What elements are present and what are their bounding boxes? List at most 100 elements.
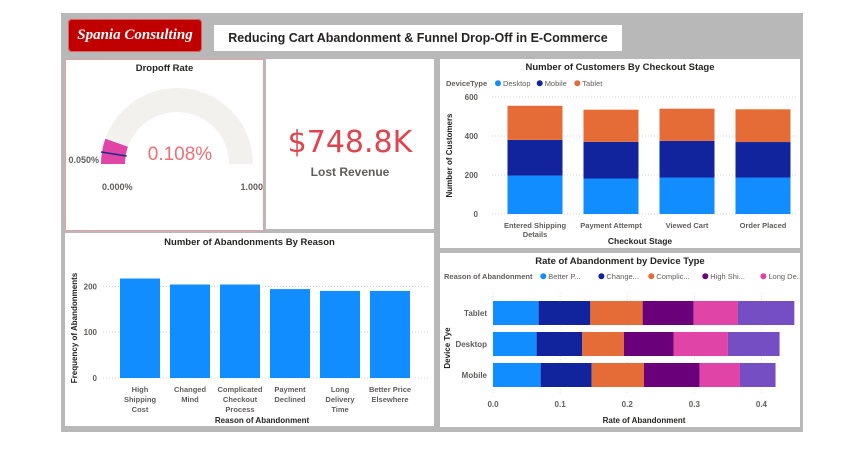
bar <box>220 284 260 378</box>
bar-segment <box>538 301 591 325</box>
x-tick-label: Delivery <box>325 395 355 404</box>
x-tick-label: Time <box>331 405 348 414</box>
x-tick-label: Entered Shipping <box>504 221 567 230</box>
x-tick-label: Viewed Cart <box>666 221 709 230</box>
y-tick-label: Mobile <box>462 371 488 380</box>
customers-by-stage-card[interactable]: Number of Customers By Checkout Stage De… <box>440 59 800 248</box>
bar-segment <box>693 301 738 325</box>
legend-item: High Shi... <box>710 272 745 281</box>
x-tick-label: 0.1 <box>555 400 567 409</box>
gauge-min-label: 0.000% <box>102 182 133 192</box>
legend-item: Complic... <box>656 272 689 281</box>
x-tick-label: Declined <box>274 395 306 404</box>
bar-segment <box>642 301 694 325</box>
bar-segment <box>737 301 795 325</box>
gauge-fill <box>101 138 128 164</box>
y-axis-title: Number of Customers <box>445 113 454 198</box>
legend-title: DeviceType <box>446 79 487 88</box>
brand-logo: Spania Consulting <box>68 19 202 52</box>
lost-revenue-card[interactable]: $748.8K Lost Revenue <box>266 59 434 229</box>
x-tick-label: Elsewhere <box>371 395 408 404</box>
device-chart-title: Rate of Abandonment by Device Type <box>535 256 705 267</box>
y-tick-label: 0 <box>474 210 479 219</box>
gauge-target-label: 0.050% <box>68 155 99 165</box>
y-tick-label: Tablet <box>464 309 487 318</box>
y-tick-label: 400 <box>465 132 479 141</box>
x-tick-label: Order Placed <box>740 221 787 230</box>
bar-segment <box>493 363 541 387</box>
x-tick-label: 0.2 <box>622 400 634 409</box>
abandonments-by-reason-card[interactable]: Number of Abandonments By Reason 0 100 200… <box>65 233 434 426</box>
y-tick-label: 100 <box>84 328 98 337</box>
x-axis-title: Rate of Abandonment <box>603 416 686 425</box>
gauge-title: Dropoff Rate <box>135 63 194 74</box>
legend-marker <box>598 273 605 280</box>
bar-segment <box>739 363 776 387</box>
reason-chart-title: Number of Abandonments By Reason <box>164 237 335 248</box>
bar <box>170 284 210 378</box>
x-tick-label: Checkout <box>223 395 258 404</box>
bar-segment <box>493 332 537 356</box>
x-tick-label: Process <box>225 405 254 414</box>
bar <box>370 290 410 378</box>
y-tick-label: 0 <box>93 374 98 383</box>
x-tick-label: Complicated <box>217 385 262 394</box>
bar-segment-mobile <box>735 142 791 178</box>
gauge-track <box>101 87 253 164</box>
x-tick-label: Better Price <box>369 385 411 394</box>
bar-segment <box>699 363 740 387</box>
lost-revenue-value: $748.8K <box>287 125 413 160</box>
legend-title: Reason of Abandonment <box>444 272 533 281</box>
dropoff-gauge: 0.108% 0.000% 1.000% 0.050% <box>68 87 263 192</box>
bar-segment <box>644 363 700 387</box>
gauge-value: 0.108% <box>148 144 213 165</box>
legend-item: Change... <box>606 272 639 281</box>
x-tick-label: Payment Attempt <box>580 221 642 230</box>
legend-marker <box>574 80 581 87</box>
bar-segment <box>536 332 583 356</box>
legend-marker <box>495 80 501 87</box>
bar-segment-mobile <box>659 140 715 178</box>
legend-marker <box>536 80 543 87</box>
customers-by-stage-chart: DeviceType Desktop Mobile Tablet 0 200 400 600 E… <box>445 79 796 246</box>
dropoff-rate-card[interactable]: Dropoff Rate 0.108% 0.000% 1.000% 0.050% <box>65 59 264 231</box>
legend-item: Mobile <box>545 79 567 88</box>
x-tick-label: 0.4 <box>756 400 768 409</box>
bar-segment-mobile <box>507 139 563 176</box>
bar-segment-desktop <box>507 175 563 214</box>
legend-marker <box>702 273 709 280</box>
y-axis-title: Device Tye <box>443 327 452 369</box>
legend-marker <box>648 273 655 280</box>
x-tick-label: Shipping <box>124 395 156 404</box>
bar-segment-desktop <box>735 177 791 214</box>
x-tick-label: 0.0 <box>487 400 499 409</box>
bar <box>320 290 360 378</box>
x-tick-label: Cost <box>132 405 149 414</box>
x-tick-label: Changed <box>174 385 207 394</box>
legend-item: Desktop <box>503 79 531 88</box>
y-axis-title: Frequency of Abandonments <box>70 272 79 383</box>
rate-by-device-card[interactable]: Rate of Abandonment by Device Type Reaso… <box>440 253 800 427</box>
x-tick-label: Long <box>331 385 350 394</box>
bar-segment <box>493 301 539 325</box>
y-tick-label: 600 <box>465 93 479 102</box>
legend-item: Long De... <box>768 272 800 281</box>
bar-segment <box>590 301 643 325</box>
x-axis-title: Reason of Abandonment <box>215 416 310 425</box>
rate-by-device-chart: Reason of Abandonment Better P... Change..… <box>443 272 800 425</box>
lost-revenue-label: Lost Revenue <box>310 165 390 179</box>
bar-segment <box>540 363 592 387</box>
x-tick-label: Details <box>523 230 548 239</box>
y-tick-label: Desktop <box>455 340 487 349</box>
bar-segment-tablet <box>583 109 639 142</box>
bar-segment-tablet <box>659 108 715 141</box>
bar-segment <box>727 332 780 356</box>
bar-segment-mobile <box>583 141 639 179</box>
y-tick-label: 200 <box>465 171 479 180</box>
bar-segment-desktop <box>583 178 639 214</box>
bar <box>120 278 160 378</box>
x-tick-label: Payment <box>274 385 306 394</box>
bar-segment <box>623 332 674 356</box>
legend-item: Tablet <box>582 79 603 88</box>
